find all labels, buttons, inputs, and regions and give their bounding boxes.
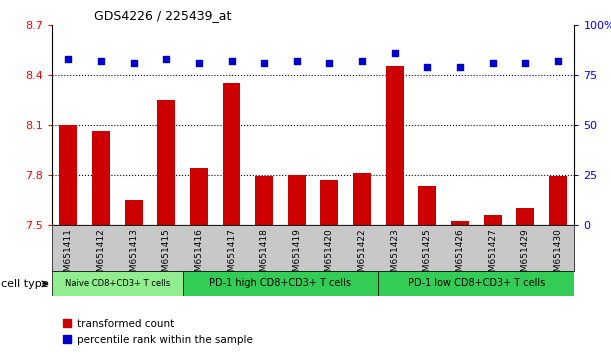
- Bar: [92, 131, 110, 225]
- Text: GSM651418: GSM651418: [260, 228, 269, 283]
- Point: [357, 58, 367, 64]
- Bar: [321, 180, 338, 225]
- Text: GSM651427: GSM651427: [488, 228, 497, 283]
- Bar: [288, 175, 306, 225]
- Point: [390, 50, 400, 56]
- Bar: [255, 176, 273, 225]
- Legend: transformed count, percentile rank within the sample: transformed count, percentile rank withi…: [57, 315, 257, 349]
- Bar: [419, 187, 436, 225]
- Text: GSM651413: GSM651413: [129, 228, 138, 283]
- Bar: [52, 271, 183, 296]
- Text: cell type: cell type: [1, 279, 49, 289]
- Text: GSM651417: GSM651417: [227, 228, 236, 283]
- Point: [521, 60, 530, 65]
- Bar: [190, 168, 208, 225]
- Text: GSM651416: GSM651416: [194, 228, 203, 283]
- Point: [129, 60, 139, 65]
- Text: PD-1 high CD8+CD3+ T cells: PD-1 high CD8+CD3+ T cells: [210, 278, 351, 288]
- Point: [259, 60, 269, 65]
- Point: [96, 58, 106, 64]
- Bar: [353, 173, 371, 225]
- Bar: [549, 176, 567, 225]
- Bar: [386, 67, 404, 225]
- Text: GSM651426: GSM651426: [456, 228, 464, 283]
- Point: [161, 56, 171, 62]
- Bar: [125, 200, 142, 225]
- Text: GSM651411: GSM651411: [64, 228, 73, 283]
- Point: [194, 60, 203, 65]
- Bar: [59, 125, 77, 225]
- Point: [488, 60, 497, 65]
- Point: [64, 56, 73, 62]
- Bar: [516, 208, 535, 225]
- Text: GDS4226 / 225439_at: GDS4226 / 225439_at: [93, 9, 231, 22]
- Point: [227, 58, 236, 64]
- Text: GSM651419: GSM651419: [292, 228, 301, 283]
- Text: GSM651429: GSM651429: [521, 228, 530, 283]
- Bar: [157, 100, 175, 225]
- Point: [324, 60, 334, 65]
- Text: GSM651422: GSM651422: [357, 228, 367, 283]
- Point: [455, 64, 465, 70]
- Point: [423, 64, 433, 70]
- Bar: [451, 222, 469, 225]
- Bar: [183, 271, 378, 296]
- Point: [292, 58, 302, 64]
- Bar: [222, 83, 241, 225]
- Bar: [378, 271, 574, 296]
- Text: PD-1 low CD8+CD3+ T cells: PD-1 low CD8+CD3+ T cells: [408, 278, 545, 288]
- Point: [553, 58, 563, 64]
- Text: GSM651430: GSM651430: [554, 228, 563, 283]
- Bar: [484, 215, 502, 225]
- Text: GSM651412: GSM651412: [97, 228, 106, 283]
- Text: GSM651420: GSM651420: [325, 228, 334, 283]
- Text: GSM651425: GSM651425: [423, 228, 432, 283]
- Text: GSM651423: GSM651423: [390, 228, 399, 283]
- Text: GSM651415: GSM651415: [162, 228, 170, 283]
- Text: Naive CD8+CD3+ T cells: Naive CD8+CD3+ T cells: [65, 279, 170, 288]
